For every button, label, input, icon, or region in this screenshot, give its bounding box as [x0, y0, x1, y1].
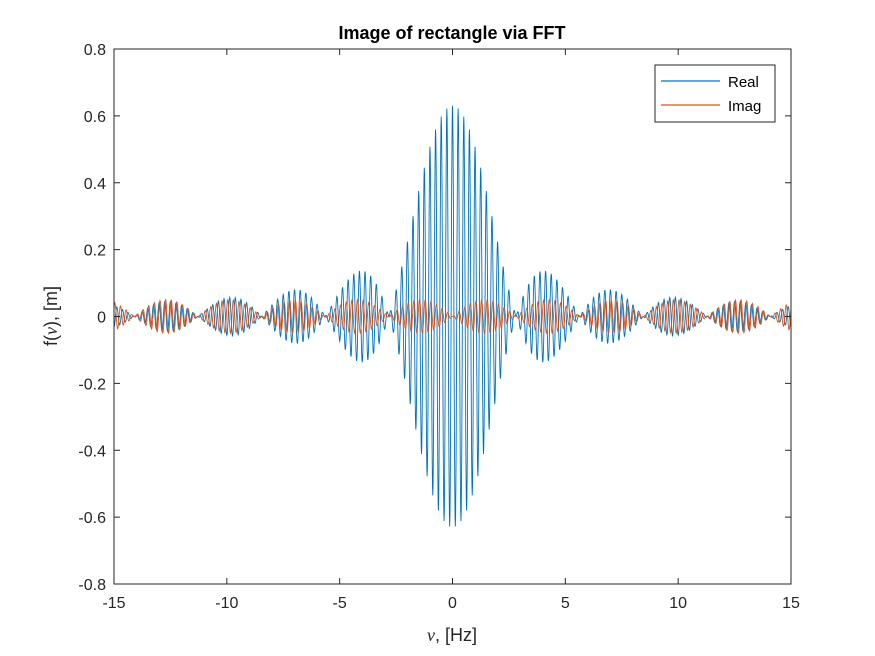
x-axis-label: ν, [Hz]: [427, 625, 477, 645]
ticks-layer: -15 -10 -5 0 5 10 15 -0.8 -0.6 -0.4 -0.2 0 0.2 0.4 0.6…: [78, 42, 800, 612]
legend-label-real: Real: [728, 74, 759, 91]
y-tick-label: 0.8: [84, 42, 106, 59]
legend-label-imag: Imag: [728, 98, 761, 115]
x-tick-label: 15: [782, 595, 800, 612]
y-tick-label: 0: [97, 310, 106, 327]
series-line-real: [113, 105, 792, 527]
y-tick-label: -0.2: [78, 376, 106, 393]
x-axis-label-symbol: ν: [427, 625, 435, 645]
x-tick-label: -10: [215, 595, 238, 612]
series-layer: [113, 105, 792, 527]
y-tick-label: -0.8: [78, 577, 106, 594]
y-axis-label: f(ν), [m]: [41, 286, 61, 346]
y-axis-label-symbol: ν: [41, 327, 61, 335]
y-tick-label: -0.4: [78, 443, 106, 460]
chart-title: Image of rectangle via FFT: [338, 23, 565, 43]
x-tick-label: 5: [561, 595, 570, 612]
x-tick-label: 0: [448, 595, 457, 612]
x-tick-label: -5: [333, 595, 347, 612]
x-tick-label: -15: [102, 595, 125, 612]
y-axis-label-post: ), [m]: [41, 286, 61, 327]
legend: Real Imag: [654, 64, 776, 123]
y-tick-label: -0.6: [78, 510, 106, 527]
y-tick-label: 0.4: [84, 176, 106, 193]
y-tick-label: 0.2: [84, 243, 106, 260]
x-tick-label: 10: [669, 595, 687, 612]
y-tick-label: 0.6: [84, 109, 106, 126]
x-axis-label-rest: , [Hz]: [435, 625, 477, 645]
y-axis-label-pre: f(: [41, 335, 61, 346]
legend-box: [654, 64, 776, 123]
series-line-imag: [113, 298, 792, 335]
